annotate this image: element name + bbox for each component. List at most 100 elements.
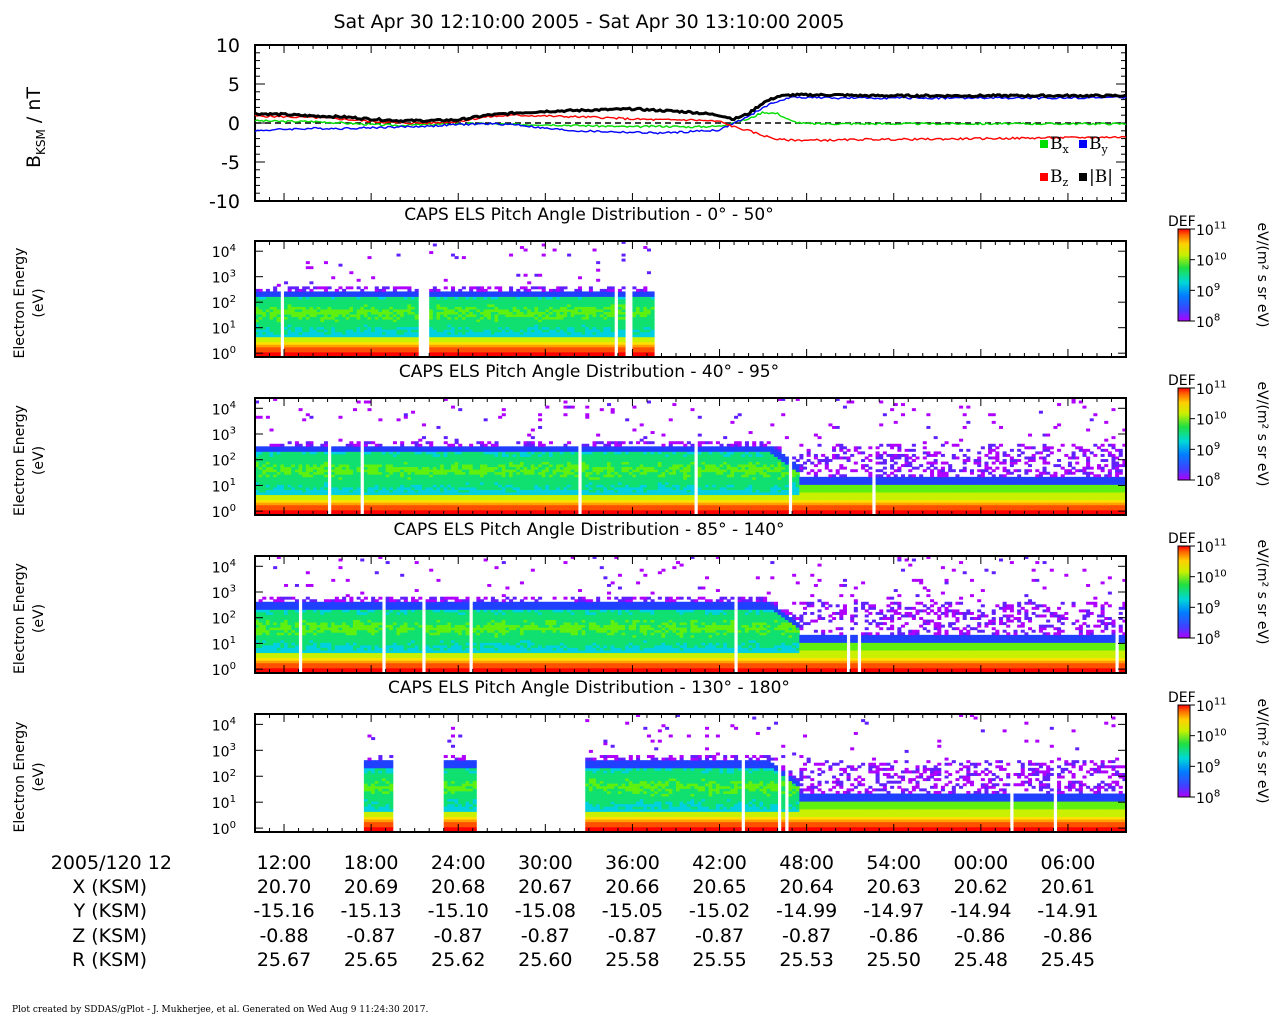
spectrogram-cell [415,327,419,330]
spectrogram-cell [560,309,564,312]
spectrogram-cell [378,324,382,327]
spectrogram-cell [469,454,473,457]
spectrogram-cell [378,309,382,312]
spectrogram-cell [382,339,386,342]
spectrogram-cell [516,319,520,322]
spectrogram-cell [389,332,393,335]
spectrogram-cell [259,322,263,325]
spectrogram-cell [386,500,390,503]
spectrogram-cell [378,490,382,493]
spectrogram-cell [270,444,274,447]
spectrogram-cell [436,329,440,332]
spectrogram-cell [415,492,419,495]
spectrogram-cell [277,457,281,460]
spectrogram-cell [436,347,440,350]
spectrogram-cell [462,507,466,510]
spectrogram-cell [632,334,636,337]
spectrogram-cell [357,444,361,447]
spectrogram-cell [571,322,575,325]
spectrogram-cell [462,457,466,460]
spectrogram-cell [520,307,524,310]
spectrogram-cell [302,457,306,460]
spectrogram-cell [357,312,361,315]
spectrogram-cell [335,446,339,449]
spectrogram-cell [313,347,317,350]
spectrogram-cell [364,401,368,404]
spectrogram-cell [266,502,270,505]
spectrogram-cell [618,299,622,302]
spectrogram-cell [375,329,379,332]
spectrogram-cell [273,497,277,500]
spectrogram-cell [320,329,324,332]
spectrogram-cell [328,344,332,347]
spectrogram-cell [317,317,321,320]
spectrogram-cell [476,449,480,452]
spectrogram-cell [335,327,339,330]
spectrogram-cell [556,299,560,302]
spectrogram-cell [473,487,477,490]
spectrogram-cell [505,337,509,340]
spectrogram-cell [397,302,401,305]
spectrogram-cell [495,319,499,322]
spectrogram-cell [538,294,542,297]
spectrogram-cell [382,462,386,465]
spectrogram-cell [291,507,295,510]
spectrogram-cell [480,492,484,495]
spectrogram-cell [364,497,368,500]
spectrogram-cell [284,327,288,330]
spectrogram-cell [273,502,277,505]
spectrogram-cell [335,317,339,320]
spectrogram-cell [386,304,390,307]
spectrogram-cell [495,342,499,345]
spectrogram-cell [346,500,350,503]
spectrogram-cell [473,319,477,322]
spectrogram-cell [284,490,288,493]
spectrogram-cell [476,490,480,493]
spectrogram-cell [273,349,277,352]
spectrogram-cell [393,492,397,495]
spectrogram-cell [411,307,415,310]
spectrogram-cell [404,322,408,325]
spectrogram-cell [288,314,292,317]
spectrogram-cell [357,314,361,317]
spectrogram-cell [465,349,469,352]
spectrogram-cell [516,299,520,302]
spectrogram-cell [393,459,397,462]
spectrogram-cell [451,312,455,315]
spectrogram-cell [473,507,477,510]
spectrogram-cell [509,327,513,330]
spectrogram-cell [589,307,593,310]
spectrogram-cell [545,309,549,312]
spectrogram-cell [622,296,626,299]
spectrogram-cell [284,482,288,485]
spectrogram-cell [262,339,266,342]
spectrogram-cell [371,349,375,352]
spectrogram-cell [469,482,473,485]
spectrogram-cell [404,474,408,477]
spectrogram-cell [436,510,440,513]
spectrogram-cell [320,339,324,342]
spectrogram-cell [447,510,451,513]
spectrogram-cell [353,444,357,447]
spectrogram-cell [306,352,310,355]
spectrogram-cell [502,299,506,302]
spectrogram-cell [331,502,335,505]
spectrogram-cell [458,510,462,513]
spectrogram-cell [353,317,357,320]
spectrogram-cell [585,294,589,297]
spectrogram-cell [549,339,553,342]
spectrogram-cell [596,349,600,352]
spectrogram-cell [360,322,364,325]
spectrogram-cell [389,474,393,477]
spectrogram-cell [549,312,553,315]
spectrogram-cell [382,507,386,510]
spectrogram-cell [288,487,292,490]
spectrogram-cell [317,457,321,460]
spectrogram-cell [266,319,270,322]
spectrogram-cell [429,344,433,347]
spectrogram-cell [324,500,328,503]
spectrogram-cell [451,484,455,487]
spectrogram-cell [415,482,419,485]
spectrogram-cell [338,319,342,322]
spectrogram-cell [400,497,404,500]
